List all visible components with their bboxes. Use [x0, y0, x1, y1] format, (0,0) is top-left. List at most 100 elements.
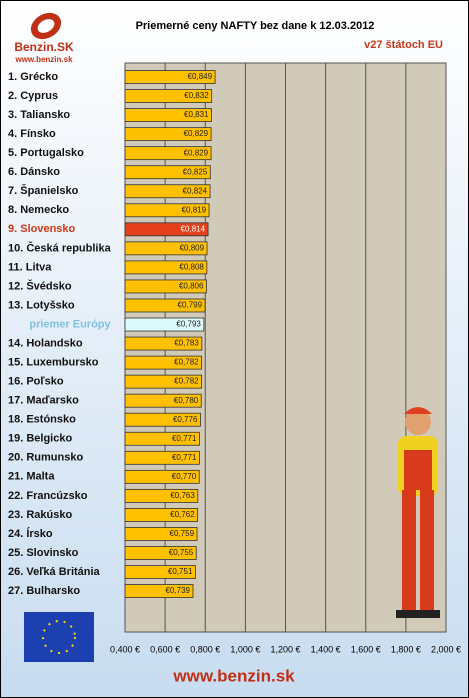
chart-subtitle: v27 štátoch EU: [364, 39, 443, 51]
bar: [124, 450, 200, 465]
bar: [124, 89, 213, 103]
value-label: €0,808: [179, 263, 204, 272]
category-label: 22. Francúzsko: [8, 490, 88, 502]
bar: [124, 565, 196, 579]
value-label: €0,832: [184, 91, 209, 100]
category-label: priemer Európy: [29, 318, 111, 330]
category-label: 6. Dánsko: [8, 166, 60, 178]
value-label: €0,783: [174, 339, 199, 348]
value-label: €0,755: [169, 548, 194, 557]
category-label: 4. Fínsko: [8, 128, 56, 140]
x-tick-label: 0,800 €: [190, 644, 220, 654]
bar: [124, 393, 202, 408]
bar: [124, 374, 203, 389]
value-label: €0,759: [170, 529, 195, 538]
value-label: €0,762: [170, 510, 195, 519]
value-label: €0,780: [174, 396, 199, 405]
value-label: €0,771: [172, 453, 197, 462]
category-label: 12. Švédsko: [8, 279, 72, 292]
value-label: €0,776: [173, 415, 198, 424]
x-tick-label: 0,400 €: [110, 644, 140, 654]
bar: [124, 355, 203, 370]
logo-name: Benzin.SK: [14, 40, 74, 54]
category-label: 23. Rakúsko: [8, 509, 72, 521]
category-label: 9. Slovensko: [8, 223, 76, 235]
bar: [124, 488, 199, 503]
mascot: [396, 407, 440, 618]
x-tick-label: 0,600 €: [150, 644, 180, 654]
value-label: €0,849: [188, 72, 213, 81]
category-label: 18. Estónsko: [8, 414, 76, 426]
x-tick-label: 1,400 €: [311, 644, 341, 654]
bar: [124, 108, 212, 122]
value-label: €0,829: [184, 148, 209, 157]
bar: [124, 70, 216, 84]
logo: Benzin.SK www.benzin.sk: [14, 12, 74, 64]
logo-url: www.benzin.sk: [14, 55, 73, 64]
bar: [124, 203, 210, 218]
category-label: 19. Belgicko: [8, 433, 72, 445]
category-label: 3. Taliansko: [8, 109, 70, 121]
category-label: 25. Slovinsko: [8, 547, 79, 559]
category-label: 1. Grécko: [8, 71, 58, 83]
bar: [124, 469, 200, 484]
bar: [124, 527, 198, 541]
bar: [124, 146, 212, 161]
category-label: 16. Poľsko: [8, 376, 64, 388]
bar: [124, 260, 208, 275]
category-label: 27. Bulharsko: [8, 585, 80, 597]
value-label: €0,829: [184, 129, 209, 138]
value-label: €0,814: [181, 224, 206, 233]
bar: [124, 508, 199, 522]
category-label: 7. Španielsko: [8, 184, 79, 197]
category-label: 21. Malta: [8, 471, 55, 483]
value-label: €0,824: [183, 186, 208, 195]
category-label: 2. Cyprus: [8, 90, 58, 102]
bar: [124, 412, 201, 427]
bar: [124, 184, 211, 199]
category-label: 14. Holandsko: [8, 337, 83, 349]
x-tick-label: 1,600 €: [351, 644, 381, 654]
value-label: €0,799: [178, 301, 203, 310]
category-label: 20. Rumunsko: [8, 452, 83, 464]
value-label: €0,739: [166, 586, 191, 595]
value-label: €0,763: [170, 491, 195, 500]
bar: [124, 165, 211, 180]
category-label: 11. Litva: [8, 261, 52, 273]
bar: [124, 279, 207, 294]
category-label: 5. Portugalsko: [8, 147, 84, 159]
value-label: €0,819: [182, 205, 207, 214]
value-label: €0,831: [184, 110, 209, 119]
value-label: €0,825: [183, 167, 208, 176]
category-label: 17. Maďarsko: [8, 395, 79, 407]
eu-flag: [24, 612, 94, 662]
category-label: 24. Írsko: [8, 527, 53, 540]
bar: [124, 336, 203, 351]
category-label: 10. Česká republika: [8, 241, 112, 254]
value-label: €0,809: [180, 243, 205, 252]
category-label: 15. Luxembursko: [8, 357, 99, 369]
x-tick-label: 1,200 €: [270, 644, 300, 654]
value-label: €0,782: [174, 377, 199, 386]
value-label: €0,751: [168, 567, 193, 576]
x-tick-label: 1,000 €: [230, 644, 260, 654]
value-label: €0,806: [179, 282, 204, 291]
bar: [124, 222, 209, 237]
value-label: €0,771: [172, 434, 197, 443]
bar: [124, 584, 194, 598]
bar: [124, 317, 205, 332]
value-label: €0,770: [172, 472, 197, 481]
bar: [124, 127, 212, 142]
bar: [124, 241, 208, 256]
bar: [124, 431, 200, 446]
category-label: 8. Nemecko: [8, 204, 69, 216]
chart-title: Priemerné ceny NAFTY bez dane k 12.03.20…: [136, 20, 375, 32]
value-label: €0,782: [174, 358, 199, 367]
x-tick-label: 2,000 €: [431, 644, 461, 654]
bar: [124, 546, 197, 560]
bar: [124, 298, 206, 313]
value-label: €0,793: [176, 320, 201, 329]
category-label: 13. Lotyšsko: [8, 299, 75, 311]
x-tick-label: 1,800 €: [391, 644, 421, 654]
